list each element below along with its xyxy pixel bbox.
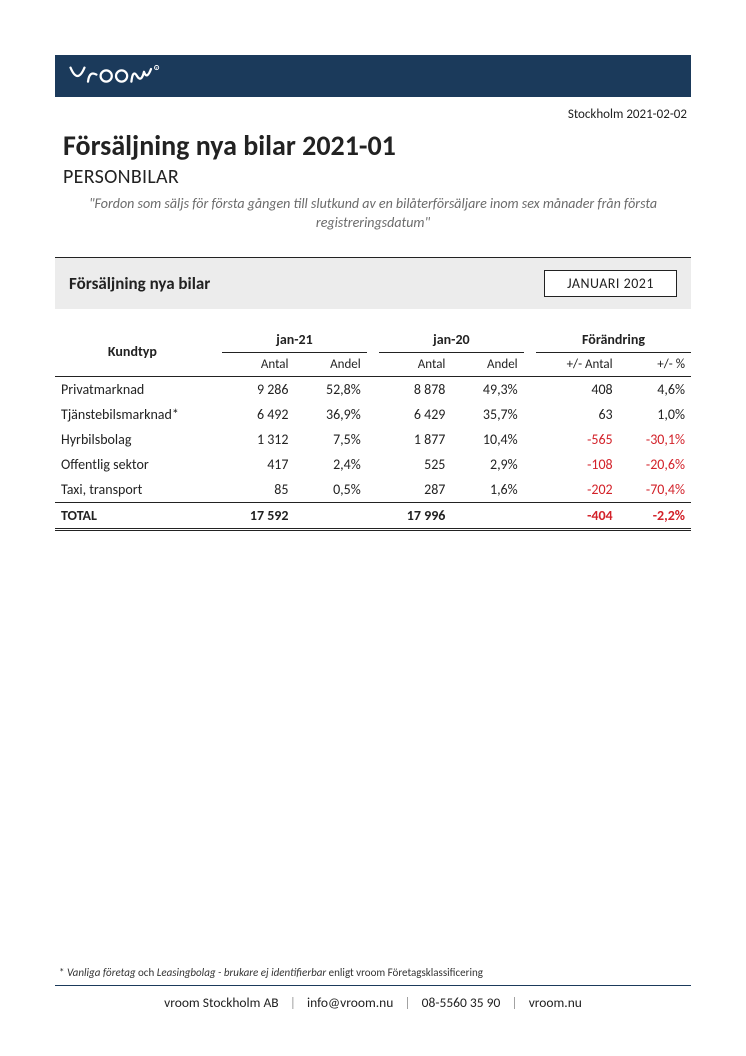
table-row: Privatmarknad 9 28652,8% 8 87849,3% 4084,6% (55, 376, 691, 402)
cell-prev-antal: 8 878 (379, 376, 451, 402)
footer: vroom Stockholm AB | info@vroom.nu | 08-… (55, 985, 691, 1011)
row-label: Taxi, transport (55, 477, 210, 503)
vroom-logo: R (67, 62, 221, 90)
row-label: Hyrbilsbolag (55, 427, 210, 452)
row-label: Tjänstebilsmarknad* (55, 402, 210, 427)
cell-cur-antal: 85 (222, 477, 294, 503)
table-row: Offentlig sektor 4172,4% 5252,9% -108-20,6% (55, 452, 691, 477)
row-label: Offentlig sektor (55, 452, 210, 477)
cell-cur-andel: 0,5% (295, 477, 367, 503)
location-date: Stockholm 2021-02-02 (55, 107, 687, 122)
cell-prev-andel: 1,6% (451, 477, 523, 503)
total-chg-pct: -2,2% (619, 502, 691, 529)
footer-phone: 08-5560 35 90 (422, 994, 501, 1011)
page-title: Försäljning nya bilar 2021-01 (63, 128, 691, 163)
page-subtitle: PERSONBILAR (63, 165, 691, 189)
subcol-chg-abs: +/- Antal (536, 352, 619, 376)
cell-prev-antal: 525 (379, 452, 451, 477)
subcol-antal-cur: Antal (222, 352, 294, 376)
cell-chg-abs: 63 (536, 402, 619, 427)
cell-chg-abs: -108 (536, 452, 619, 477)
section-title: Försäljning nya bilar (69, 273, 210, 294)
cell-chg-abs: -565 (536, 427, 619, 452)
col-kundtyp: Kundtyp (55, 327, 210, 377)
page: R Stockholm 2021-02-02 Försäljning nya b… (0, 0, 746, 1056)
table-total-row: TOTAL 17 592 17 996 -404-2,2% (55, 502, 691, 529)
cell-prev-antal: 6 429 (379, 402, 451, 427)
cell-cur-antal: 1 312 (222, 427, 294, 452)
cell-prev-andel: 35,7% (451, 402, 523, 427)
period-box: JANUARI 2021 (544, 270, 677, 297)
sales-table: Kundtyp jan-21 jan-20 Förändring Antal A… (55, 327, 691, 531)
cell-cur-antal: 6 492 (222, 402, 294, 427)
cell-cur-andel: 36,9% (295, 402, 367, 427)
footnote: * Vanliga företag och Leasingbolag - bru… (55, 966, 691, 979)
footer-company: vroom Stockholm AB (164, 994, 279, 1011)
cell-prev-andel: 10,4% (451, 427, 523, 452)
col-change: Förändring (536, 327, 691, 353)
cell-chg-pct: -70,4% (619, 477, 691, 503)
table-row: Hyrbilsbolag 1 3127,5% 1 87710,4% -565-30,1… (55, 427, 691, 452)
definition-text: "Fordon som säljs för första gången till… (75, 195, 671, 233)
cell-prev-andel: 2,9% (451, 452, 523, 477)
cell-prev-antal: 287 (379, 477, 451, 503)
cell-cur-antal: 9 286 (222, 376, 294, 402)
cell-chg-abs: -202 (536, 477, 619, 503)
cell-chg-pct: 4,6% (619, 376, 691, 402)
svg-text:R: R (156, 67, 158, 71)
subcol-andel-cur: Andel (295, 352, 367, 376)
cell-chg-pct: 1,0% (619, 402, 691, 427)
cell-cur-andel: 2,4% (295, 452, 367, 477)
cell-chg-abs: 408 (536, 376, 619, 402)
total-prev-antal: 17 996 (379, 502, 451, 529)
total-cur-antal: 17 592 (222, 502, 294, 529)
col-period-prev: jan-20 (379, 327, 524, 353)
total-chg-abs: -404 (536, 502, 619, 529)
subcol-antal-prev: Antal (379, 352, 451, 376)
subcol-andel-prev: Andel (451, 352, 523, 376)
cell-cur-antal: 417 (222, 452, 294, 477)
table-row: Taxi, transport 850,5% 2871,6% -202-70,4% (55, 477, 691, 503)
row-label: Privatmarknad (55, 376, 210, 402)
cell-cur-andel: 52,8% (295, 376, 367, 402)
cell-prev-andel: 49,3% (451, 376, 523, 402)
col-period-current: jan-21 (222, 327, 367, 353)
total-label: TOTAL (55, 502, 210, 529)
table-row: Tjänstebilsmarknad* 6 49236,9% 6 42935,7% 6… (55, 402, 691, 427)
footer-email: info@vroom.nu (307, 994, 393, 1011)
logo-bar: R (55, 55, 691, 97)
cell-prev-antal: 1 877 (379, 427, 451, 452)
section-header: Försäljning nya bilar JANUARI 2021 (55, 257, 691, 309)
subcol-chg-pct: +/- % (619, 352, 691, 376)
cell-chg-pct: -20,6% (619, 452, 691, 477)
cell-cur-andel: 7,5% (295, 427, 367, 452)
cell-chg-pct: -30,1% (619, 427, 691, 452)
footer-web: vroom.nu (529, 994, 582, 1011)
